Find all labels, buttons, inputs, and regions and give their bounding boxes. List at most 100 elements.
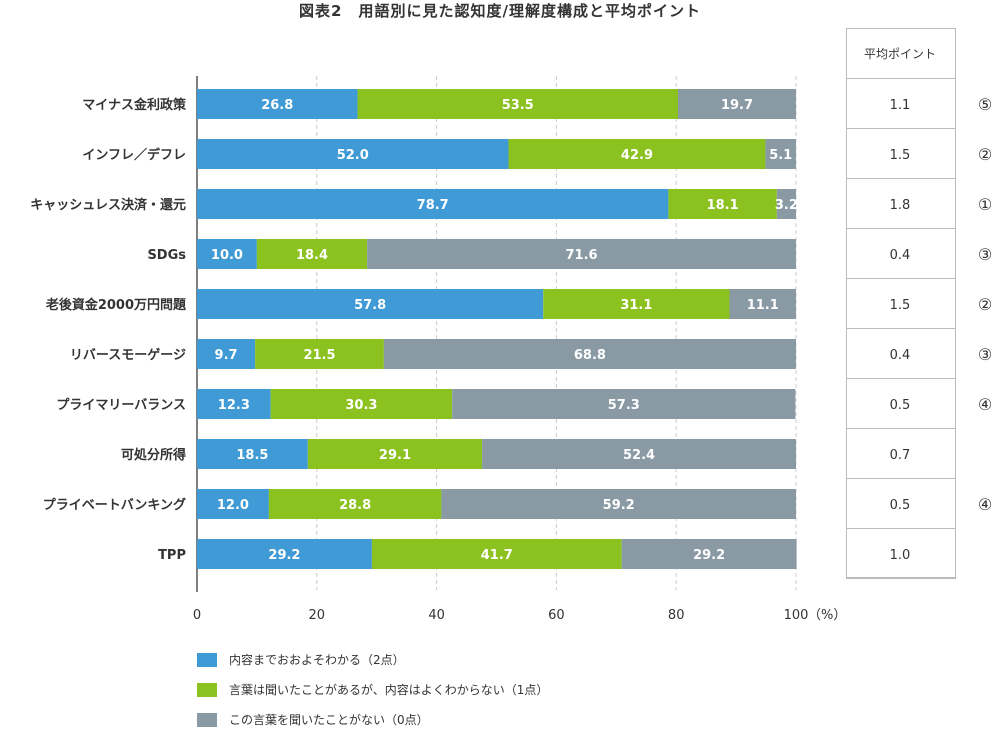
table-value: 1.5 xyxy=(890,148,911,163)
x-tick-label: 100 xyxy=(784,608,809,623)
legend-item: 言葉は聞いたことがあるが、内容はよくわからない（1点） xyxy=(197,681,548,698)
bar-segment xyxy=(256,239,368,269)
rank-marker: ④ xyxy=(978,395,992,414)
bar-segment xyxy=(621,539,797,569)
data-label: 31.1 xyxy=(620,298,652,313)
data-label: 12.3 xyxy=(218,398,250,413)
data-label: 68.8 xyxy=(574,348,606,363)
data-label: 26.8 xyxy=(261,98,293,113)
table-border xyxy=(846,28,956,578)
legend-swatch xyxy=(197,712,217,727)
bar-segment xyxy=(307,439,483,469)
bar-segment xyxy=(677,89,796,119)
bar-segment xyxy=(371,539,622,569)
data-label: 9.7 xyxy=(215,348,238,363)
data-label: 11.1 xyxy=(747,298,779,313)
table-value: 1.8 xyxy=(890,198,911,213)
bar-segment xyxy=(543,289,730,319)
data-label: 78.7 xyxy=(417,198,449,213)
data-label: 52.0 xyxy=(337,148,369,163)
data-label: 3.2 xyxy=(775,198,798,213)
bar-segment xyxy=(776,189,796,219)
category-label: インフレ／デフレ xyxy=(82,147,186,163)
data-label: 42.9 xyxy=(621,148,653,163)
data-label: 18.5 xyxy=(236,448,268,463)
data-label: 28.8 xyxy=(339,498,371,513)
bar-segment xyxy=(765,139,796,169)
rank-marker: ④ xyxy=(978,495,992,514)
category-label: SDGs xyxy=(147,248,186,263)
bar-segment xyxy=(729,289,796,319)
x-tick-label: 20 xyxy=(309,608,326,623)
data-label: 57.3 xyxy=(608,398,640,413)
bar-segment xyxy=(452,389,796,419)
category-label: プライマリーバランス xyxy=(56,398,186,413)
legend-swatch xyxy=(197,652,217,667)
category-label: TPP xyxy=(158,548,186,563)
table-value: 1.0 xyxy=(890,548,911,563)
table-value: 0.4 xyxy=(890,348,911,363)
legend-item: 内容までおおよそわかる（2点） xyxy=(197,651,405,668)
x-tick-label: 0 xyxy=(193,608,201,623)
x-tick-label: 40 xyxy=(428,608,445,623)
data-label: 53.5 xyxy=(502,98,534,113)
bar-segment xyxy=(255,339,384,369)
data-label: 21.5 xyxy=(303,348,335,363)
category-label: リバースモーゲージ xyxy=(70,347,186,363)
x-unit-label: （%） xyxy=(808,608,846,623)
rank-marker: ② xyxy=(978,145,992,164)
bar-segment xyxy=(383,339,796,369)
data-label: 30.3 xyxy=(345,398,377,413)
chart-title: 図表2 用語別に見た認知度/理解度構成と平均ポイント xyxy=(299,2,701,20)
bar-segment xyxy=(668,189,777,219)
legend-item: この言葉を聞いたことがない（0点） xyxy=(197,711,429,728)
table-value: 0.4 xyxy=(890,248,911,263)
data-label: 19.7 xyxy=(721,98,753,113)
bar-segment xyxy=(197,439,308,469)
data-label: 12.0 xyxy=(217,498,249,513)
bar-segment xyxy=(508,139,766,169)
bar-segment xyxy=(268,489,442,519)
bar-segment xyxy=(367,239,796,269)
table-value: 1.5 xyxy=(890,298,911,313)
table-value: 1.1 xyxy=(890,98,911,113)
x-tick-label: 60 xyxy=(548,608,565,623)
data-label: 41.7 xyxy=(481,548,513,563)
data-label: 29.2 xyxy=(693,548,725,563)
data-label: 18.1 xyxy=(707,198,739,213)
category-label: 老後資金2000万円問題 xyxy=(45,297,187,313)
bar-segment xyxy=(197,139,509,169)
data-label: 71.6 xyxy=(566,248,598,263)
legend-label: 言葉は聞いたことがあるが、内容はよくわからない（1点） xyxy=(229,683,549,697)
bar-segment xyxy=(197,239,257,269)
legend-swatch xyxy=(197,682,217,697)
rank-marker: ② xyxy=(978,295,992,314)
data-label: 29.1 xyxy=(379,448,411,463)
data-label: 52.4 xyxy=(623,448,655,463)
table-value: 0.5 xyxy=(890,398,911,413)
bar-segment xyxy=(482,439,796,469)
table-value: 0.7 xyxy=(890,448,911,463)
rank-marker: ③ xyxy=(978,345,992,364)
bar-segment xyxy=(197,89,358,119)
bar-segment xyxy=(197,289,544,319)
legend-label: 内容までおおよそわかる（2点） xyxy=(229,653,405,667)
data-label: 29.2 xyxy=(268,548,300,563)
rank-marker: ① xyxy=(978,195,992,214)
data-label: 59.2 xyxy=(603,498,635,513)
x-tick-label: 80 xyxy=(668,608,685,623)
bar-segment xyxy=(441,489,796,519)
rank-marker: ③ xyxy=(978,245,992,264)
bar-segment xyxy=(357,89,678,119)
data-label: 18.4 xyxy=(296,248,328,263)
rank-marker: ⑤ xyxy=(978,95,992,114)
legend-label: この言葉を聞いたことがない（0点） xyxy=(229,713,429,727)
bar-segment xyxy=(197,389,271,419)
category-label: マイナス金利政策 xyxy=(82,97,187,113)
data-label: 5.1 xyxy=(769,148,792,163)
category-label: プライベートバンキング xyxy=(43,497,186,513)
data-label: 57.8 xyxy=(354,298,386,313)
data-label: 10.0 xyxy=(211,248,243,263)
